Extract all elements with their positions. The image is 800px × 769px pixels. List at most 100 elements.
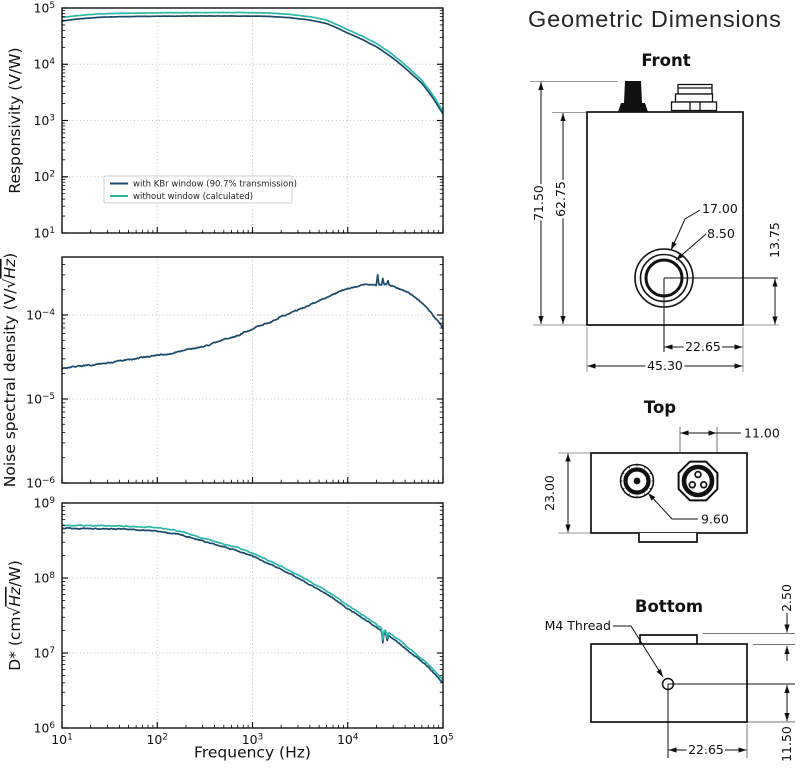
arrowhead (648, 493, 656, 501)
performance-charts: with KBr window (90.7% transmission) with… (1, 0, 454, 761)
knurl-tick (643, 466, 646, 469)
din-connector-top (677, 460, 719, 502)
dim-sma-dia: 9.60 (701, 512, 729, 527)
leader-line (613, 625, 664, 678)
tick-label: 109 (33, 495, 55, 510)
arrowhead (538, 82, 544, 90)
ticks (61, 7, 444, 234)
chart-panel-0: with KBr window (90.7% transmission) with… (6, 0, 444, 240)
knurl-tick (643, 493, 646, 496)
series-path-0 (62, 15, 443, 115)
arrowhead (784, 646, 790, 654)
tick-label: 10−6 (26, 475, 55, 490)
series-path-1 (62, 524, 443, 681)
ticks (61, 264, 444, 484)
arrowhead (734, 363, 743, 369)
dimension-arrowheads (538, 82, 790, 753)
axes-frame (61, 256, 444, 484)
mount-tab-outline (638, 533, 698, 543)
tick-label: 10−5 (26, 391, 55, 406)
knurl-tick (628, 493, 631, 496)
arrowhead (560, 113, 566, 121)
bnc-connector-flange (618, 103, 648, 112)
knurl-tick (628, 466, 631, 469)
top-heading: Top (644, 398, 676, 417)
tick-label: 104 (337, 732, 359, 747)
arrowhead (565, 453, 571, 462)
bnc-connector-front (624, 81, 642, 103)
knurl-tick (622, 472, 625, 475)
legend-label: without window (calculated) (133, 192, 253, 202)
arrowhead (656, 668, 663, 677)
tick-label: 105 (33, 0, 55, 15)
tick-label: 105 (432, 732, 454, 747)
legend-box (103, 175, 293, 204)
front-view: Front (529, 51, 783, 376)
axis-label: Frequency (Hz) (194, 744, 311, 762)
dim-body-height: 62.75 (553, 181, 568, 217)
dimension-drawings: Geometric Dimensions Front (528, 6, 795, 762)
dim-window-outer: 17.00 (702, 201, 738, 216)
front-heading: Front (641, 51, 690, 70)
tick-label: 102 (33, 169, 55, 184)
series-group (62, 274, 443, 370)
ticks (61, 502, 444, 729)
bottom-heading: Bottom (635, 597, 703, 616)
dim-hole-offset-x: 22.65 (688, 742, 724, 757)
tick-label: 102 (146, 732, 168, 747)
arrowhead (738, 747, 747, 753)
axis-label: Noise spectral density (V/√Hz) (1, 253, 19, 487)
arrowhead (784, 624, 790, 633)
gridlines (62, 257, 443, 483)
sma-knurl-ticks (620, 464, 654, 498)
front-body-outline (586, 111, 744, 326)
chart-panel-1: 10−4 10−5 10−6 Noise spectral density (V/√H… (1, 253, 444, 490)
arrowhead (664, 344, 673, 350)
tick-label: 101 (33, 225, 55, 240)
arrowhead (538, 316, 544, 324)
arrowhead (671, 241, 677, 250)
dim-center-height: 13.75 (767, 222, 782, 258)
series-path-0 (62, 526, 443, 684)
arrowhead (772, 278, 778, 287)
dim-window-inner: 8.50 (707, 226, 735, 241)
dim-body-depth: 23.00 (542, 475, 557, 511)
legend: with KBr window (90.7% transmission) with… (103, 175, 297, 204)
arrowhead (565, 524, 571, 533)
knurl-tick (649, 487, 652, 490)
legend-label: with KBr window (90.7% transmission) (133, 180, 297, 190)
axis-label: D* (cm√Hz/W) (6, 560, 24, 671)
tick-label: 101 (51, 732, 73, 747)
page-title: Geometric Dimensions (528, 6, 782, 32)
knurl-tick (622, 487, 625, 490)
leader-line (649, 494, 698, 520)
series-path-0 (62, 274, 443, 370)
arrowhead (560, 316, 566, 324)
arrowhead (784, 685, 790, 693)
top-body-outline (590, 452, 748, 534)
dim-body-width: 45.30 (647, 358, 683, 373)
tick-label: 108 (33, 570, 55, 585)
arrowhead (676, 252, 684, 260)
arrowhead (784, 713, 790, 721)
tick-label: 10−4 (26, 307, 55, 322)
axis-label: Responsivity (V/W) (6, 47, 24, 193)
din-connector-front (670, 83, 718, 112)
series-group (62, 11, 443, 115)
top-view: Top 23.00 11.00 (542, 398, 780, 543)
knurl-tick (649, 472, 652, 475)
series-group (62, 524, 443, 684)
tick-label: 107 (33, 645, 55, 660)
mount-tab-outline (639, 634, 698, 644)
arrowhead (734, 344, 743, 350)
dim-tab-height: 2.50 (779, 584, 794, 612)
arrowhead (680, 430, 689, 436)
arrowhead (708, 430, 717, 436)
sma-connector-top (619, 463, 655, 499)
bottom-view: Bottom M4 Thread 2.50 11.50 22.65 (545, 584, 795, 762)
arrowhead (772, 316, 778, 325)
dim-total-height: 71.50 (531, 185, 546, 221)
thread-label: M4 Thread (545, 618, 611, 633)
arrowhead (668, 747, 677, 753)
